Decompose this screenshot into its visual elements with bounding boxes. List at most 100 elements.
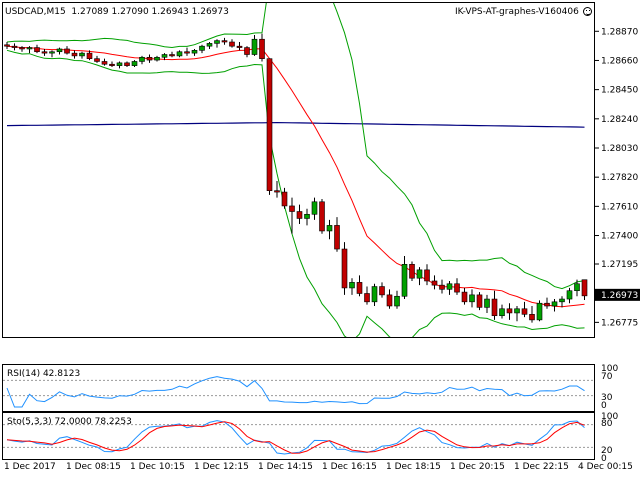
- price-tick-label: 1.28030: [601, 144, 638, 154]
- main-chart-pane[interactable]: USDCAD,M15 1.27089 1.27090 1.26943 1.269…: [2, 2, 595, 338]
- candle-body: [521, 308, 528, 315]
- time-label: 1 Dec 08:15: [66, 462, 121, 472]
- candle-body: [334, 225, 340, 250]
- time-label: 1 Dec 20:15: [450, 462, 505, 472]
- rsi-tick-label: 70: [601, 372, 613, 382]
- candle-body: [11, 45, 18, 48]
- candle-body: [236, 45, 243, 48]
- candle-body: [581, 279, 588, 297]
- candle-body: [304, 213, 310, 219]
- candle-body: [544, 302, 550, 307]
- candle-body: [409, 264, 415, 279]
- candle-body: [94, 58, 100, 62]
- candle-body: [146, 56, 153, 61]
- candle-body: [401, 264, 408, 297]
- stoch-tick-label: 0: [601, 454, 607, 464]
- candle-body: [356, 282, 363, 294]
- candle-body: [476, 294, 483, 308]
- stoch-tick-label: 20: [601, 446, 613, 456]
- candle-body: [154, 56, 160, 61]
- candle-body: [139, 56, 145, 62]
- current-price-box: [595, 288, 640, 301]
- candle-body: [364, 293, 370, 303]
- candle-body: [116, 62, 123, 66]
- candle-body: [266, 58, 273, 191]
- candle-body: [454, 283, 460, 293]
- candle-body: [559, 298, 565, 303]
- candle-body: [386, 294, 393, 307]
- rsi-tick-label: 30: [601, 393, 613, 403]
- candle-body: [4, 44, 10, 47]
- rsi-pane[interactable]: RSI(14) 42.8123: [2, 364, 595, 412]
- time-label: 1 Dec 16:15: [322, 462, 377, 472]
- price-chart[interactable]: [3, 3, 594, 337]
- candle-body: [371, 286, 378, 303]
- rsi-label: RSI(14) 42.8123: [7, 369, 81, 379]
- current-price-label: 1.26973: [601, 291, 638, 301]
- candle-body: [41, 51, 48, 54]
- candle-body: [221, 40, 228, 43]
- candle-body: [259, 38, 265, 59]
- candle-body: [199, 45, 205, 51]
- candle-body: [56, 48, 63, 53]
- price-tick-label: 1.28240: [601, 115, 638, 125]
- candle-body: [461, 291, 468, 303]
- candle-body: [124, 62, 130, 66]
- price-tick-label: 1.27195: [601, 260, 638, 270]
- rsi-tick-label: 0: [601, 401, 607, 411]
- candle-body: [499, 308, 505, 317]
- candle-body: [161, 54, 168, 58]
- time-label: 1 Dec 22:15: [514, 462, 569, 472]
- candle-body: [131, 61, 138, 66]
- time-label: 4 Dec 00:15: [578, 462, 633, 472]
- price-tick-label: 1.28450: [601, 86, 638, 96]
- candle-body: [34, 47, 40, 53]
- candle-body: [244, 47, 250, 55]
- candle-body: [349, 282, 355, 289]
- slow-ma-line: [6, 121, 585, 128]
- candle-body: [341, 248, 348, 289]
- candle-body: [176, 51, 183, 57]
- candle-body: [274, 190, 280, 193]
- price-tick-label: 1.27610: [601, 202, 638, 212]
- lower-band-line: [6, 49, 585, 337]
- candle-body: [71, 52, 78, 57]
- rsi-line: [6, 376, 585, 408]
- candle-body: [169, 54, 175, 57]
- stoch-signal-line: [6, 421, 585, 454]
- candle-body: [566, 290, 573, 300]
- stochastic-chart[interactable]: [3, 413, 594, 459]
- fast-ma-line: [6, 45, 585, 308]
- candle-body: [536, 302, 543, 321]
- price-tick-label: 1.27400: [601, 232, 638, 242]
- candle-body: [86, 52, 93, 59]
- candle-body: [311, 201, 318, 215]
- candle-body: [319, 201, 325, 232]
- price-tick-label: 1.28870: [601, 27, 638, 37]
- price-axis: 1.28870 1.28660 1.28450 1.28240 1.28030 1.278…: [595, 27, 640, 464]
- indicator-name-label: IK-VPS-AT-graphes-V160406: [455, 7, 579, 17]
- candle-body: [79, 52, 85, 57]
- candle-body: [514, 308, 520, 314]
- candle-body: [529, 314, 535, 321]
- time-label: 1 Dec 18:15: [386, 462, 441, 472]
- candle-body: [49, 51, 55, 54]
- candle-body: [214, 40, 220, 44]
- candle-body: [184, 51, 190, 54]
- rsi-chart[interactable]: [3, 365, 594, 411]
- candle-body: [326, 225, 333, 232]
- smiley-icon: [583, 7, 592, 16]
- symbol-info-label: USDCAD,M15 1.27089 1.27090 1.26943 1.269…: [5, 7, 229, 17]
- candle-body: [469, 294, 475, 303]
- candle-body: [101, 61, 108, 65]
- candle-body: [19, 47, 25, 50]
- candle-body: [394, 295, 400, 307]
- stoch-pane[interactable]: Sto(5,3,3) 72.0000 78.2253: [2, 412, 595, 460]
- candle-body: [109, 63, 115, 66]
- candle-body: [206, 43, 213, 47]
- stoch-main-line: [6, 420, 585, 455]
- candle-body: [551, 301, 558, 307]
- candle-body: [296, 211, 303, 219]
- stoch-tick-label: 80: [601, 419, 613, 429]
